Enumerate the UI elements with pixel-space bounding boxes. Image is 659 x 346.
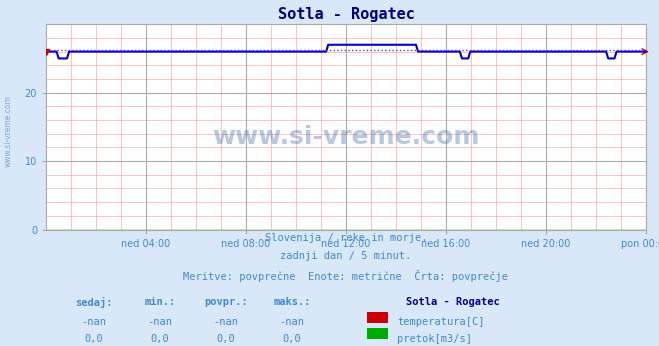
Text: 0,0: 0,0 <box>85 334 103 344</box>
Text: 0,0: 0,0 <box>151 334 169 344</box>
Text: www.si-vreme.com: www.si-vreme.com <box>212 125 480 149</box>
Text: www.si-vreme.com: www.si-vreme.com <box>3 95 13 167</box>
FancyBboxPatch shape <box>367 312 388 323</box>
Text: Slovenija / reke in morje.: Slovenija / reke in morje. <box>265 233 427 243</box>
Text: temperatura[C]: temperatura[C] <box>397 317 484 327</box>
Text: -nan: -nan <box>148 317 173 327</box>
Text: Sotla - Rogatec: Sotla - Rogatec <box>406 298 500 308</box>
Text: 0,0: 0,0 <box>283 334 301 344</box>
Text: -nan: -nan <box>214 317 239 327</box>
Text: -nan: -nan <box>82 317 107 327</box>
Text: povpr.:: povpr.: <box>204 298 248 308</box>
Text: min.:: min.: <box>144 298 176 308</box>
Text: Meritve: povprečne  Enote: metrične  Črta: povprečje: Meritve: povprečne Enote: metrične Črta:… <box>183 270 509 282</box>
Title: Sotla - Rogatec: Sotla - Rogatec <box>277 7 415 22</box>
FancyBboxPatch shape <box>367 328 388 339</box>
Text: sedaj:: sedaj: <box>75 298 113 309</box>
Text: maks.:: maks.: <box>273 298 311 308</box>
Text: 0,0: 0,0 <box>217 334 235 344</box>
FancyBboxPatch shape <box>367 345 388 346</box>
Text: pretok[m3/s]: pretok[m3/s] <box>397 334 472 344</box>
Text: zadnji dan / 5 minut.: zadnji dan / 5 minut. <box>280 252 412 262</box>
Text: -nan: -nan <box>279 317 304 327</box>
